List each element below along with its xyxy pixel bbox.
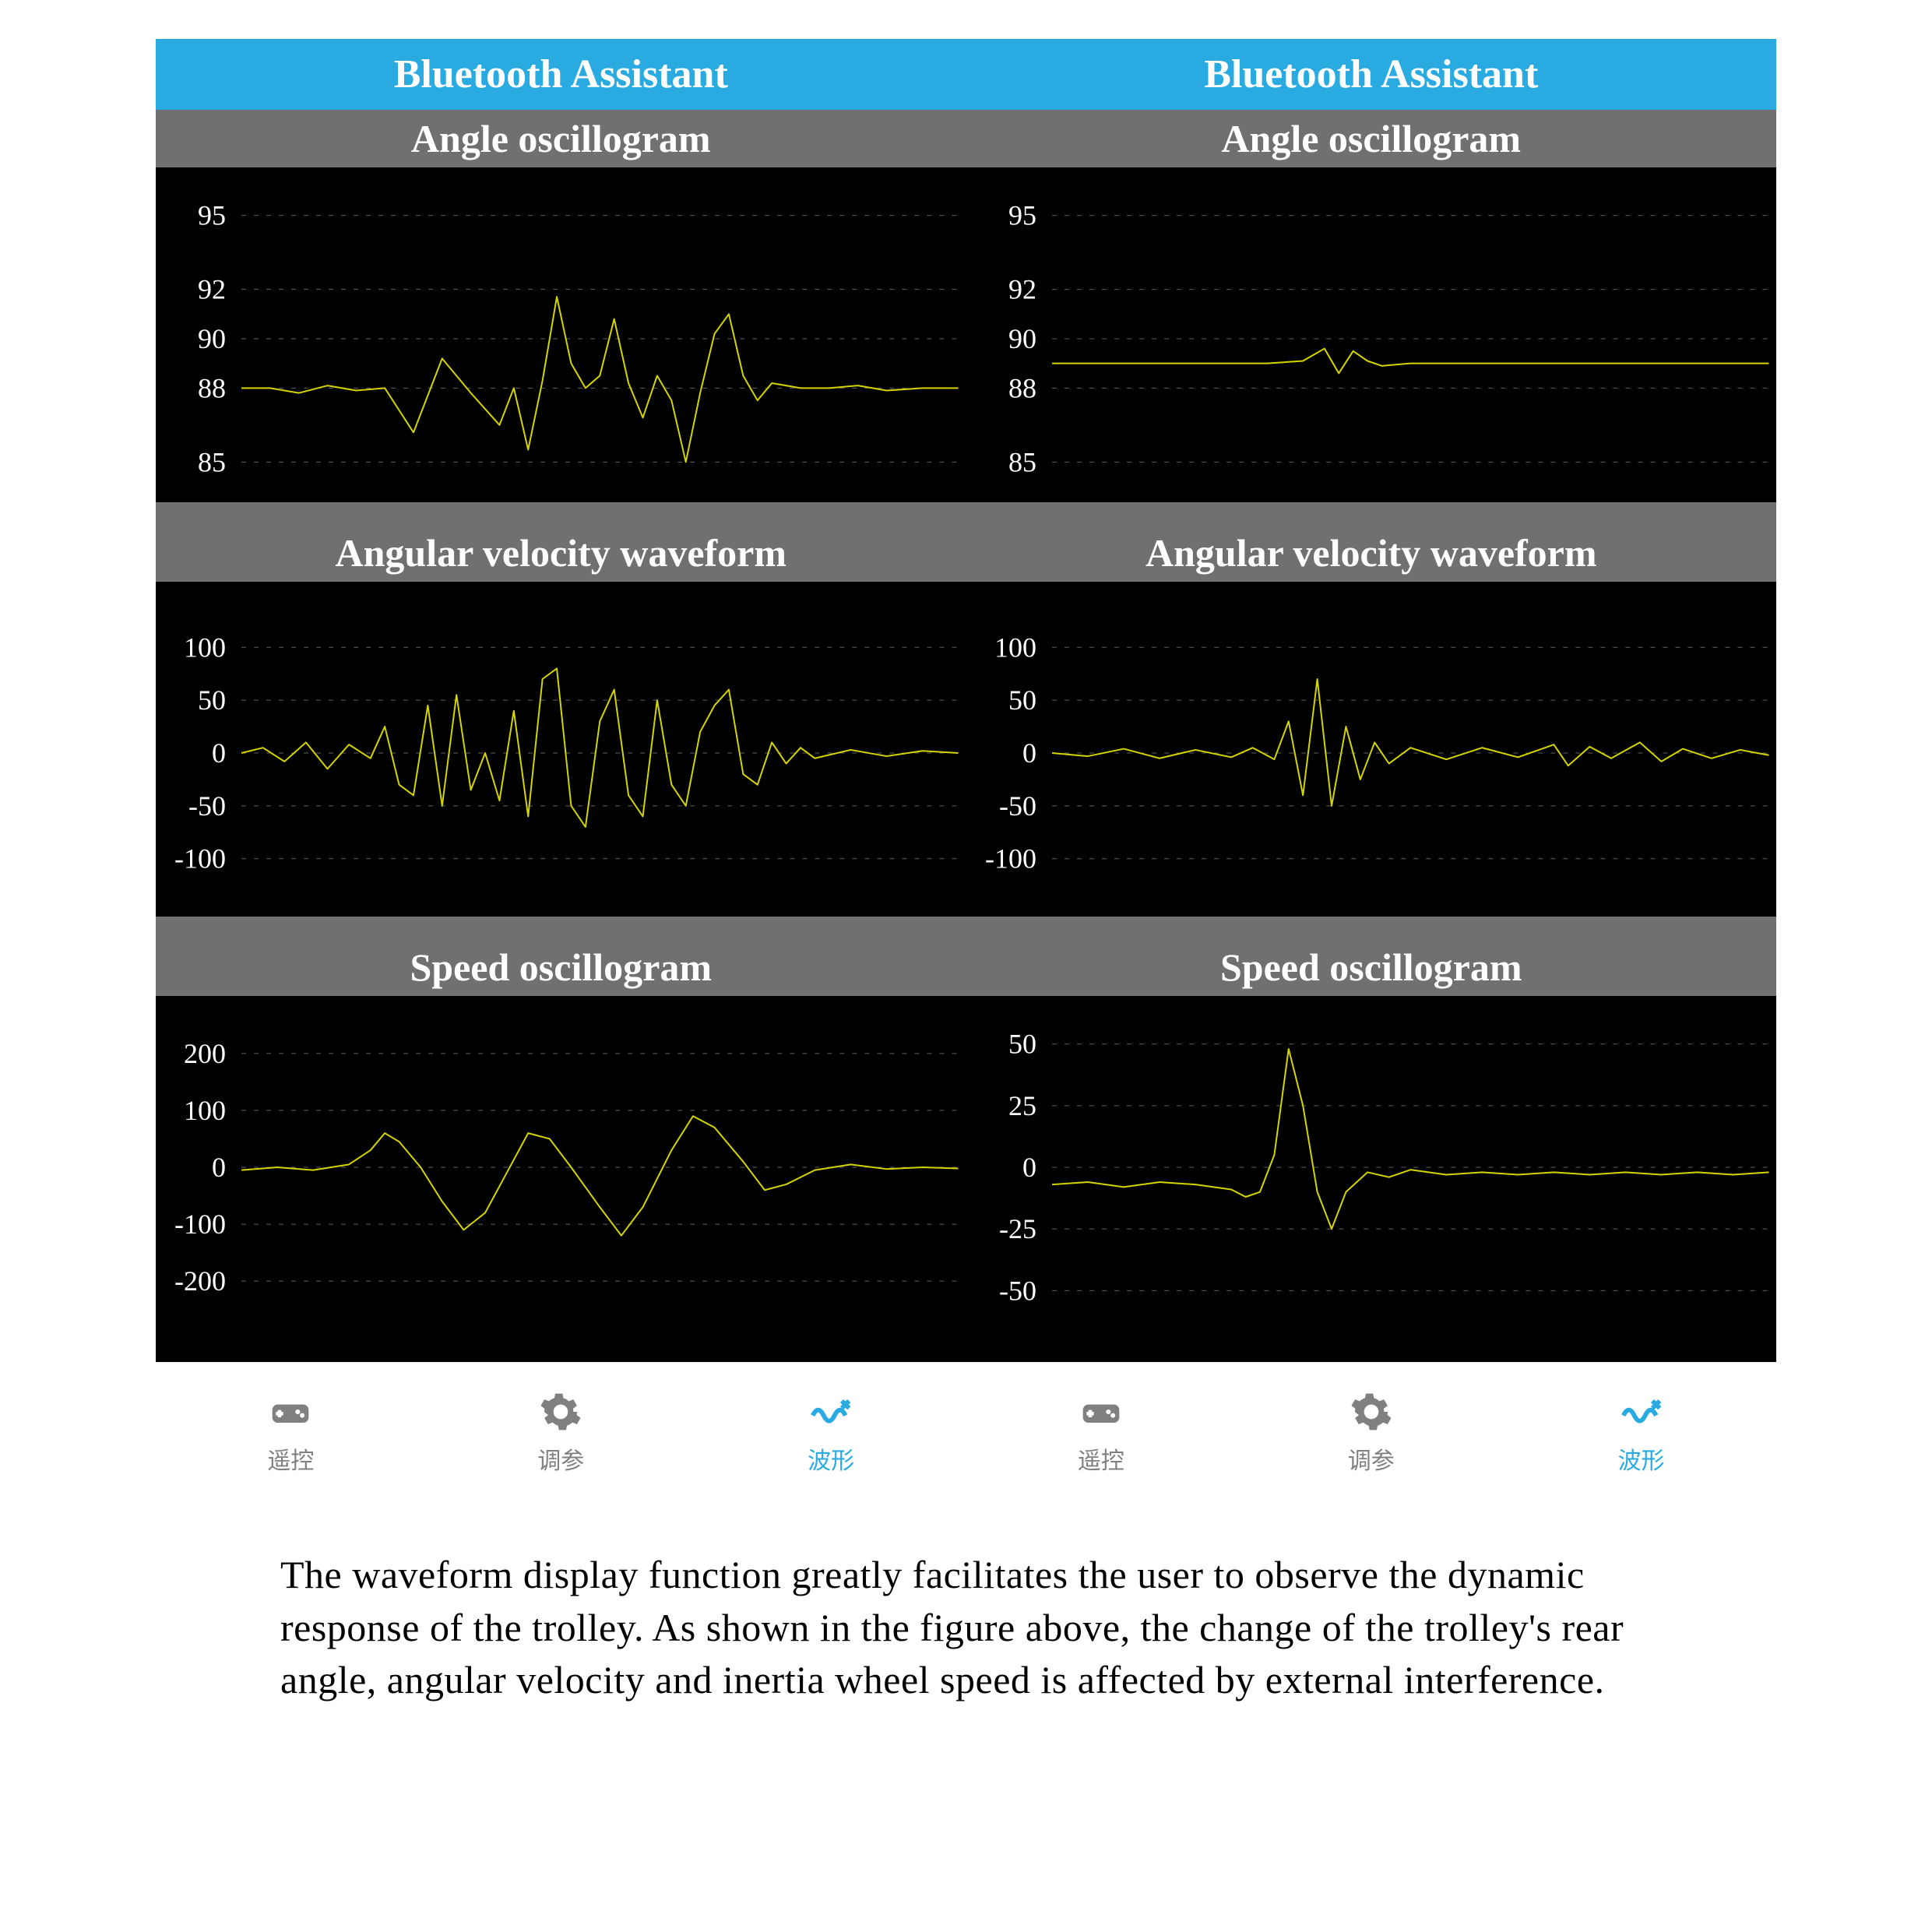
y-tick-label: -50 <box>999 790 1036 822</box>
y-tick-label: -200 <box>174 1265 226 1297</box>
waveform-line <box>241 1116 958 1235</box>
y-tick-label: 95 <box>1008 200 1036 231</box>
chart-angvel-left[interactable]: -100 -50 0 50 100 <box>156 582 966 917</box>
bottom-nav-right: 遥控 调参 波形 <box>966 1362 1777 1502</box>
spacer <box>156 1331 966 1362</box>
spacer <box>966 1331 1777 1362</box>
section-angvel-left: Angular velocity waveform <box>156 524 966 582</box>
waveform-line <box>1052 1049 1768 1229</box>
wave-icon <box>1620 1390 1663 1434</box>
y-tick-label: 92 <box>1008 274 1036 305</box>
chart-speed-right[interactable]: -50 -25 0 25 50 <box>966 996 1777 1331</box>
y-tick-label: 85 <box>198 446 226 477</box>
y-tick-label: 50 <box>1008 684 1036 716</box>
gear-icon <box>539 1390 582 1434</box>
y-tick-label: 95 <box>198 200 226 231</box>
nav-item-gear[interactable]: 调参 <box>426 1363 696 1502</box>
y-tick-label: 50 <box>1008 1029 1036 1060</box>
nav-label: 遥控 <box>267 1441 314 1476</box>
app-title-left: Bluetooth Assistant <box>156 39 966 110</box>
y-tick-label: 85 <box>1008 446 1036 477</box>
caption-text: The waveform display function greatly fa… <box>156 1502 1776 1707</box>
y-tick-label: -100 <box>174 843 226 875</box>
y-tick-label: 0 <box>1022 1152 1036 1183</box>
y-tick-label: 0 <box>212 737 226 769</box>
gap-bar <box>966 917 1777 938</box>
gap-bar <box>966 502 1777 524</box>
nav-item-gamepad[interactable]: 遥控 <box>966 1363 1237 1502</box>
y-tick-label: -25 <box>999 1213 1036 1244</box>
chart-angle-right[interactable]: 85 88 90 92 95 <box>966 167 1777 502</box>
section-angvel-right: Angular velocity waveform <box>966 524 1777 582</box>
nav-label: 调参 <box>1348 1441 1395 1476</box>
right-panel: Bluetooth Assistant Angle oscillogram 85… <box>966 39 1777 1502</box>
panels-row: Bluetooth Assistant Angle oscillogram 85… <box>156 39 1776 1502</box>
y-tick-label: 200 <box>184 1038 226 1069</box>
chart-angle-left[interactable]: 85 88 90 92 95 <box>156 167 966 502</box>
nav-item-gamepad[interactable]: 遥控 <box>156 1363 426 1502</box>
y-tick-label: -100 <box>985 843 1036 875</box>
y-tick-label: 100 <box>994 632 1036 663</box>
waveform-line <box>241 668 958 827</box>
nav-item-wave[interactable]: 波形 <box>696 1363 966 1502</box>
y-tick-label: 90 <box>198 323 226 354</box>
page-container: Bluetooth Assistant Angle oscillogram 85… <box>0 0 1932 1707</box>
y-tick-label: 100 <box>184 632 226 663</box>
y-tick-label: -100 <box>174 1209 226 1240</box>
gap-bar <box>156 502 966 524</box>
nav-label: 遥控 <box>1078 1441 1124 1476</box>
y-tick-label: 88 <box>1008 372 1036 403</box>
nav-label: 波形 <box>1618 1441 1665 1476</box>
y-tick-label: 92 <box>198 274 226 305</box>
y-tick-label: -50 <box>188 790 226 822</box>
left-panel: Bluetooth Assistant Angle oscillogram 85… <box>156 39 966 1502</box>
bottom-nav-left: 遥控 调参 波形 <box>156 1362 966 1502</box>
y-tick-label: 100 <box>184 1095 226 1126</box>
section-angle-left: Angle oscillogram <box>156 110 966 167</box>
y-tick-label: 0 <box>1022 737 1036 769</box>
nav-item-gear[interactable]: 调参 <box>1236 1363 1506 1502</box>
nav-label: 波形 <box>808 1441 854 1476</box>
gear-icon <box>1350 1390 1393 1434</box>
section-speed-right: Speed oscillogram <box>966 938 1777 996</box>
wave-icon <box>809 1390 853 1434</box>
gamepad-icon <box>1079 1390 1123 1434</box>
y-tick-label: 25 <box>1008 1090 1036 1121</box>
waveform-line <box>1052 679 1768 806</box>
y-tick-label: 90 <box>1008 323 1036 354</box>
y-tick-label: 88 <box>198 372 226 403</box>
waveform-line <box>1052 349 1768 374</box>
y-tick-label: 0 <box>212 1152 226 1183</box>
app-title-right: Bluetooth Assistant <box>966 39 1777 110</box>
nav-item-wave[interactable]: 波形 <box>1506 1363 1776 1502</box>
section-speed-left: Speed oscillogram <box>156 938 966 996</box>
section-angle-right: Angle oscillogram <box>966 110 1777 167</box>
y-tick-label: -50 <box>999 1275 1036 1306</box>
chart-speed-left[interactable]: -200 -100 0 100 200 <box>156 996 966 1331</box>
waveform-line <box>241 297 958 462</box>
gap-bar <box>156 917 966 938</box>
y-tick-label: 50 <box>198 684 226 716</box>
nav-label: 调参 <box>537 1441 584 1476</box>
gamepad-icon <box>269 1390 312 1434</box>
chart-angvel-right[interactable]: -100 -50 0 50 100 <box>966 582 1777 917</box>
